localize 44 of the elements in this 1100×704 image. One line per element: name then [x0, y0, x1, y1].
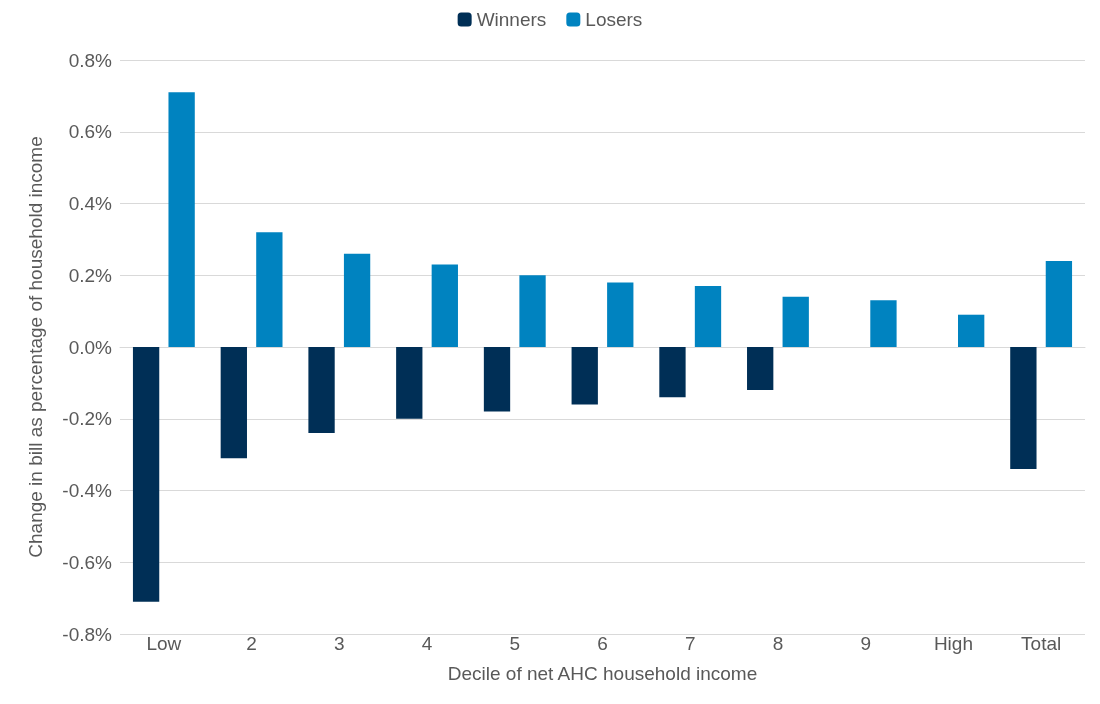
x-tick-label: High: [933, 633, 973, 654]
bar: [168, 92, 195, 347]
bar: [571, 347, 598, 405]
bar: [747, 347, 774, 391]
x-tick-label: 2: [246, 633, 257, 654]
x-axis-title: Decile of net AHC household income: [447, 663, 758, 684]
y-tick-label: 0.0%: [68, 336, 113, 358]
y-tick-label: 0.4%: [68, 193, 113, 214]
bar: [1010, 347, 1037, 469]
bar: [308, 347, 335, 434]
bar: [483, 347, 511, 412]
x-tick-label: Low: [146, 633, 182, 654]
y-axis-title: Change in bill as percentage of household income: [25, 136, 46, 558]
bar: [958, 314, 985, 347]
y-tick-label: -0.4%: [62, 480, 113, 501]
x-tick-label: 3: [334, 633, 345, 654]
y-tick-label: -0.8%: [62, 623, 113, 645]
bar: [343, 253, 371, 347]
bar: [694, 286, 722, 347]
legend-label: Winners: [476, 9, 547, 30]
bar: [1045, 260, 1073, 347]
legend-label: Losers: [585, 9, 643, 30]
bar: [607, 282, 634, 347]
bar: [256, 232, 283, 347]
x-tick-label: 7: [684, 633, 696, 654]
x-tick-label: 4: [421, 633, 433, 654]
x-tick-label: 6: [597, 633, 608, 654]
y-tick-label: 0.8%: [68, 49, 113, 71]
x-tick-label: 9: [860, 633, 871, 654]
bar: [659, 347, 686, 398]
y-tick-label: 0.6%: [68, 121, 113, 143]
bar: [396, 347, 423, 419]
bar: [782, 296, 809, 347]
y-tick-label: -0.6%: [62, 551, 113, 573]
x-tick-label: 5: [509, 633, 521, 654]
bar: [132, 347, 160, 602]
x-tick-label: 8: [772, 633, 784, 654]
y-tick-label: -0.2%: [62, 408, 113, 430]
bar: [519, 275, 546, 347]
y-tick-label: 0.2%: [68, 264, 113, 286]
bar: [220, 347, 247, 459]
x-tick-label: Total: [1021, 633, 1062, 654]
bar: [431, 264, 458, 347]
bar: [870, 300, 897, 347]
